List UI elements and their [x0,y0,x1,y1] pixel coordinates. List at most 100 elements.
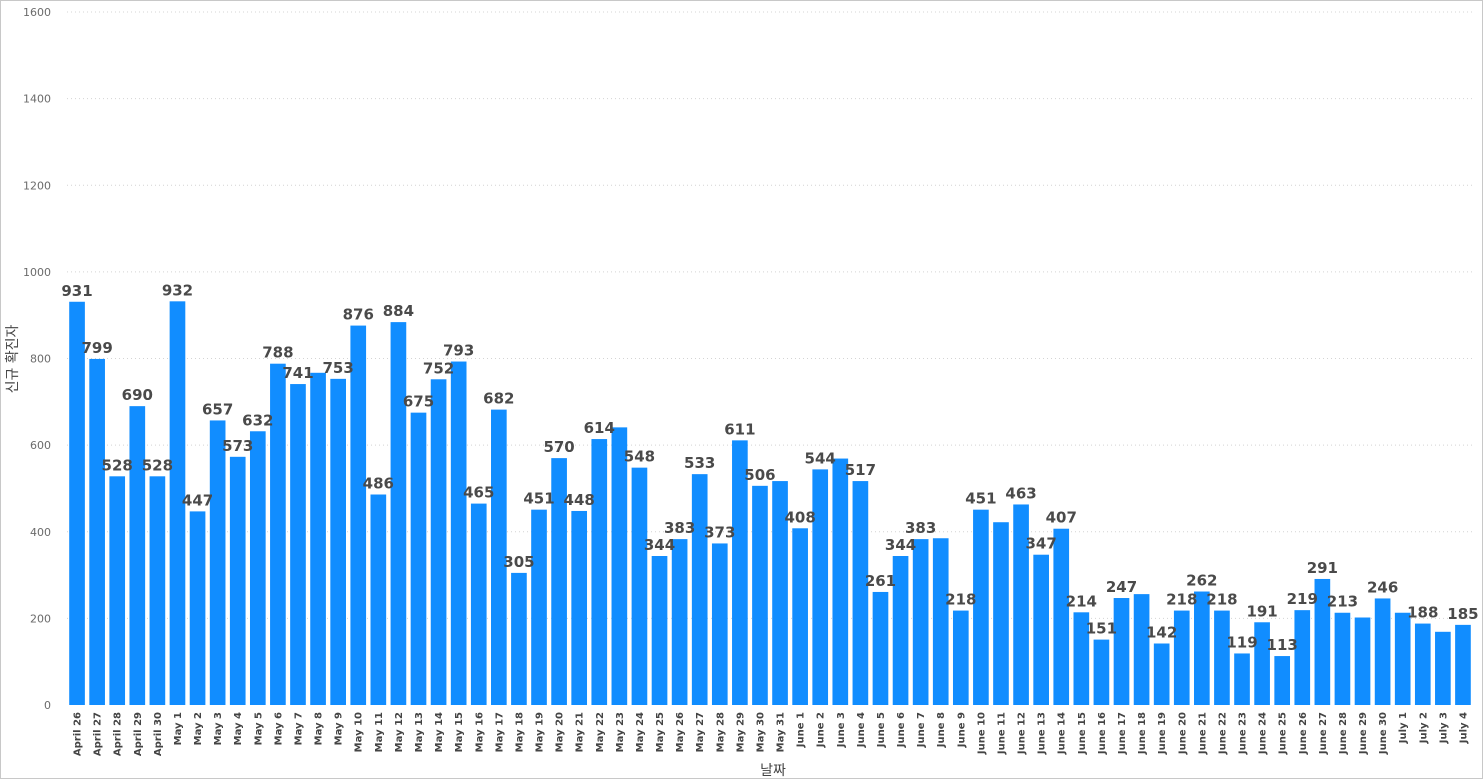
bar[interactable] [189,511,206,705]
y-tick-label: 1200 [23,179,51,192]
bar[interactable] [370,494,387,705]
bar[interactable] [651,556,668,705]
bar[interactable] [1274,656,1291,705]
bar[interactable] [1013,504,1029,705]
bar[interactable] [290,384,306,705]
bar[interactable] [792,528,808,705]
bar[interactable] [249,431,266,705]
bar[interactable] [1194,591,1210,705]
bar[interactable] [1053,528,1070,705]
bar[interactable] [691,474,708,705]
data-label: 113 [1267,636,1298,654]
bar[interactable] [491,409,507,705]
bar[interactable] [571,510,588,705]
bar[interactable] [1294,610,1311,705]
x-tick-label: June 15 [1077,712,1088,755]
bar[interactable] [1394,612,1411,705]
bar[interactable] [1173,610,1190,705]
x-tick-label: May 15 [454,712,465,752]
x-tick-label: May 22 [595,712,606,752]
bar[interactable] [350,325,367,705]
bar[interactable] [1435,631,1451,705]
x-tick-label: June 2 [816,712,827,748]
bar[interactable] [611,427,628,705]
x-tick-label: June 18 [1137,712,1148,755]
bar[interactable] [89,358,105,705]
bar[interactable] [169,301,186,705]
bar[interactable] [1214,610,1230,705]
bar[interactable] [270,363,286,705]
bar[interactable] [812,469,829,705]
bar[interactable] [772,481,788,705]
bar[interactable] [450,361,467,705]
bar[interactable] [1113,598,1130,705]
bar[interactable] [732,440,748,705]
data-label: 213 [1327,593,1358,611]
bar[interactable] [410,412,427,705]
bar[interactable] [932,538,949,705]
bar[interactable] [973,509,989,705]
bar[interactable] [1354,617,1371,705]
bar[interactable] [993,522,1009,705]
bar[interactable] [1153,643,1170,705]
x-tick-label: June 29 [1358,712,1369,755]
bar[interactable] [551,458,567,705]
bar[interactable] [310,372,326,705]
bar[interactable] [390,322,407,705]
bar[interactable] [952,610,969,705]
x-tick-label: June 28 [1338,712,1349,755]
bar[interactable] [591,439,608,705]
data-label: 675 [403,393,434,411]
x-tick-label: May 2 [193,712,204,745]
bar[interactable] [1455,624,1471,705]
bar[interactable] [129,406,146,705]
bar[interactable] [1254,622,1270,705]
bar[interactable] [69,301,85,705]
data-label: 506 [744,466,775,484]
x-tick-label: June 17 [1117,712,1128,755]
data-label: 884 [383,302,414,320]
data-label: 218 [1166,591,1197,609]
bar[interactable] [1073,612,1090,705]
x-tick-label: June 26 [1298,712,1309,755]
bar[interactable] [330,378,346,705]
bar[interactable] [852,481,869,705]
bar[interactable] [209,420,226,705]
bar[interactable] [470,503,487,705]
bar[interactable] [109,476,126,705]
bar[interactable] [832,458,849,705]
data-labels: 931 799 528 690 528 932 447 657 573 632 788 741 753 8… [61,281,1478,654]
bar[interactable] [631,467,648,705]
bar[interactable] [1374,598,1391,705]
bar[interactable] [872,591,889,705]
data-label: 261 [865,572,896,590]
x-tick-label: May 28 [715,712,726,752]
bar[interactable] [531,509,547,705]
bar[interactable] [1234,653,1250,705]
bar[interactable] [711,543,728,705]
bar[interactable] [149,476,166,705]
bar[interactable] [892,556,909,705]
x-tick-label: June 12 [1017,712,1028,755]
bar[interactable] [1033,554,1049,705]
bar[interactable] [912,539,929,705]
data-label: 690 [122,386,153,404]
x-tick-label: June 21 [1197,712,1208,755]
bar[interactable] [229,456,246,705]
x-tick-label: July 4 [1458,712,1469,744]
bar[interactable] [1314,578,1331,705]
x-tick-label: June 10 [976,712,987,755]
bar[interactable] [430,379,447,705]
y-axis-ticks: 0 200 400 600 800 1000 1200 1400 1600 [23,6,51,712]
bar[interactable] [1133,594,1150,705]
bar[interactable] [671,539,688,705]
data-label: 528 [102,456,133,474]
bar[interactable] [1334,612,1351,705]
x-tick-label: June 9 [956,712,967,748]
bar[interactable] [752,485,768,705]
bar[interactable] [1414,623,1431,705]
x-tick-label: June 6 [896,712,907,748]
bar[interactable] [1093,639,1110,705]
bar[interactable] [511,572,527,705]
